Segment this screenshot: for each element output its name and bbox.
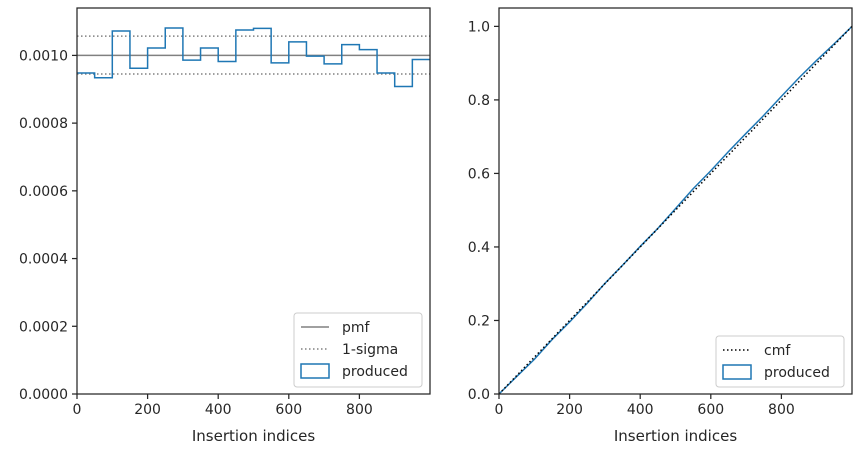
axes-frame [498,7,853,395]
x-axis-label: Insertion indices [614,427,737,445]
x-tick-label: 600 [697,402,724,418]
x-tick-label: 0 [73,402,82,418]
x-tick-label: 600 [275,402,302,418]
chart-panel-1: 0 200 400 600 800 0.0000 0.0002 0.0004 0.0006 0.0… [19,7,431,445]
x-tick-label: 400 [205,402,232,418]
produced-step-line [77,27,430,88]
legend-label-sigma: 1-sigma [342,342,398,358]
y-tick-label: 1.0 [468,19,490,35]
y-tick-label: 0.0010 [19,48,68,64]
x-tick-label: 0 [495,402,504,418]
x-tick-label: 200 [134,402,161,418]
legend-marker-produced [300,363,330,379]
y-tick-label: 0.0002 [19,319,68,335]
x-axis-label: Insertion indices [192,427,315,445]
legend-box [715,335,845,388]
y-tick-label: 0.0006 [19,184,68,200]
y-tick-label: 0.2 [468,313,490,329]
axes-frame [76,7,431,395]
y-tick-label: 0.0008 [19,116,68,132]
legend-marker-produced [722,364,752,380]
y-tick-label: 0.4 [468,240,490,256]
y-tick-label: 0.0000 [19,387,68,403]
legend: cmf produced [715,335,845,388]
chart-panel-2: 0 200 400 600 800 0.0 0.2 0.4 0.6 0.8 1.0 Insertion… [468,7,853,445]
y-tick-label: 0.0 [468,387,490,403]
y-tick-label: 0.0004 [19,252,68,268]
cmf-line [498,25,853,395]
legend-label-produced: produced [342,364,408,380]
x-tick-label: 800 [768,402,795,418]
x-tick-label: 800 [346,402,373,418]
x-tick-label: 400 [627,402,654,418]
legend: pmf 1-sigma produced [293,312,423,388]
legend-label-produced: produced [764,365,830,381]
legend-label-cmf: cmf [764,343,791,359]
y-tick-label: 0.6 [468,166,490,182]
legend-box [293,312,423,388]
x-tick-label: 200 [556,402,583,418]
y-tick-label: 0.8 [468,93,490,109]
legend-label-pmf: pmf [342,320,371,336]
